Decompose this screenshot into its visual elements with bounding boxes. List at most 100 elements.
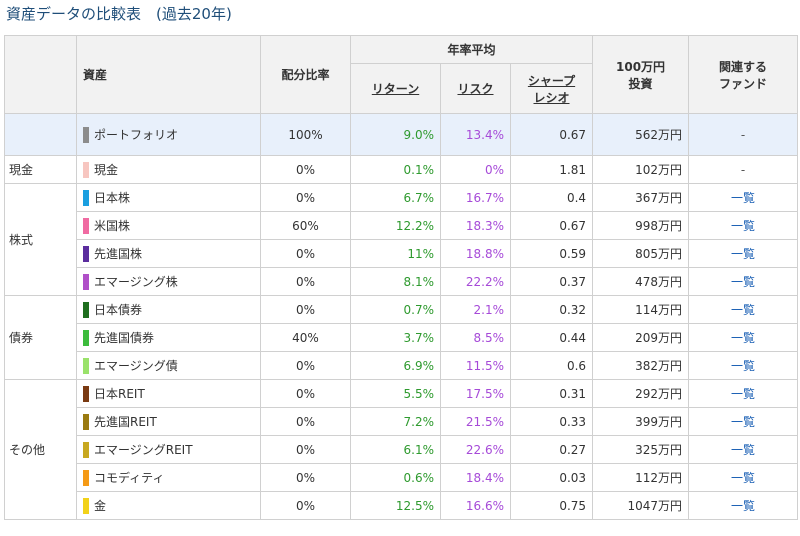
fund-list-link[interactable]: 一覧 [688,211,799,240]
asset-cell: 日本REIT [76,379,261,408]
header-row-1: 資産 配分比率 年率平均 100万円 投資 関連する ファンド [4,35,799,114]
sort-return-header[interactable]: リターン [350,63,441,114]
ratio-cell: 0% [260,491,351,520]
asset-name: ポートフォリオ [94,127,179,142]
asset-name: 金 [94,498,107,513]
header-investment: 100万円 投資 [592,35,690,114]
sort-sharpe-header[interactable]: シャープ レシオ [509,63,594,114]
color-swatch [83,442,89,459]
investment-cell: 562万円 [592,113,690,156]
sharpe-cell: 0.59 [509,239,594,268]
fund-list-link[interactable]: 一覧 [688,435,799,464]
asset-name: 先進国株 [94,246,143,261]
investment-cell: 367万円 [592,183,690,212]
table-row: エマージング債 0% 6.9% 11.5% 0.6 382万円 一覧 [5,351,799,380]
sharpe-cell: 0.31 [509,379,594,408]
color-swatch [83,330,89,347]
investment-cell: 399万円 [592,407,690,436]
return-cell: 0.6% [350,463,441,492]
asset-cell: エマージング債 [76,351,261,380]
color-swatch [83,386,89,403]
ratio-cell: 0% [260,155,351,184]
return-cell: 9.0% [350,113,441,156]
fund-list-link[interactable]: 一覧 [688,351,799,380]
sharpe-cell: 0.4 [509,183,594,212]
investment-cell: 114万円 [592,295,690,324]
risk-cell: 0% [440,155,511,184]
header-fund-line2: ファンド [719,76,768,91]
fund-list-link[interactable]: 一覧 [688,379,799,408]
investment-cell: 805万円 [592,239,690,268]
table-row: コモディティ 0% 0.6% 18.4% 0.03 112万円 一覧 [5,463,799,492]
fund-list-link[interactable]: 一覧 [688,491,799,520]
risk-cell: 13.4% [440,113,511,156]
sort-risk-header[interactable]: リスク [440,63,511,114]
color-swatch [83,127,89,144]
table-row: エマージング株 0% 8.1% 22.2% 0.37 478万円 一覧 [5,267,799,296]
return-cell: 6.7% [350,183,441,212]
investment-cell: 998万円 [592,211,690,240]
investment-cell: 1047万円 [592,491,690,520]
ratio-cell: 0% [260,183,351,212]
ratio-cell: 0% [260,435,351,464]
header-category [4,35,77,114]
category-cell: 株式 [4,183,77,296]
return-cell: 11% [350,239,441,268]
asset-cell: ポートフォリオ [76,113,261,156]
sharpe-cell: 0.75 [509,491,594,520]
color-swatch [83,246,89,263]
investment-cell: 478万円 [592,267,690,296]
category-cell: 現金 [4,155,77,184]
asset-comparison-table: 資産 配分比率 年率平均 100万円 投資 関連する ファンド リターン リスク… [4,35,799,520]
asset-name: 現金 [94,162,119,177]
fund-list-link[interactable]: 一覧 [688,267,799,296]
asset-cell: 金 [76,491,261,520]
risk-cell: 16.6% [440,491,511,520]
color-swatch [83,218,89,235]
category-cell: 債券 [4,295,77,380]
fund-list-link[interactable]: 一覧 [688,239,799,268]
asset-cell: 先進国株 [76,239,261,268]
header-related-fund: 関連する ファンド [688,35,799,114]
fund-list-link[interactable]: 一覧 [688,463,799,492]
risk-cell: 17.5% [440,379,511,408]
sort-risk-link[interactable]: リスク [457,82,494,96]
asset-name: 日本株 [94,190,131,205]
asset-cell: エマージング株 [76,267,261,296]
asset-name: 米国株 [94,218,131,233]
return-cell: 6.1% [350,435,441,464]
color-swatch [83,358,89,375]
risk-cell: 22.6% [440,435,511,464]
page-title: 資産データの比較表 (過去20年) [6,5,232,23]
header-asset: 資産 [76,35,261,114]
header-investment-line2: 投資 [628,76,653,91]
sort-sharpe-link-line1[interactable]: シャープ [527,73,576,88]
asset-cell: コモディティ [76,463,261,492]
investment-cell: 102万円 [592,155,690,184]
return-cell: 0.1% [350,155,441,184]
risk-cell: 18.8% [440,239,511,268]
sort-sharpe-link-line2[interactable]: レシオ [533,90,570,105]
sharpe-cell: 0.44 [509,323,594,352]
ratio-cell: 0% [260,379,351,408]
fund-cell: - [688,155,799,184]
ratio-cell: 100% [260,113,351,156]
return-cell: 12.2% [350,211,441,240]
fund-list-link[interactable]: 一覧 [688,295,799,324]
table-row: エマージングREIT 0% 6.1% 22.6% 0.27 325万円 一覧 [5,435,799,464]
asset-cell: エマージングREIT [76,435,261,464]
risk-cell: 16.7% [440,183,511,212]
table-row: その他 日本REIT 0% 5.5% 17.5% 0.31 292万円 一覧 [4,379,799,520]
investment-cell: 292万円 [592,379,690,408]
table-row: 現金 現金 0% 0.1% 0% 1.81 102万円 - [4,155,799,184]
sort-return-link[interactable]: リターン [371,82,420,96]
fund-list-link[interactable]: 一覧 [688,323,799,352]
return-cell: 3.7% [350,323,441,352]
fund-list-link[interactable]: 一覧 [688,407,799,436]
fund-list-link[interactable]: 一覧 [688,183,799,212]
risk-cell: 11.5% [440,351,511,380]
asset-name: 日本REIT [94,386,145,401]
color-swatch [83,274,89,291]
asset-name: エマージングREIT [94,442,193,457]
return-cell: 6.9% [350,351,441,380]
